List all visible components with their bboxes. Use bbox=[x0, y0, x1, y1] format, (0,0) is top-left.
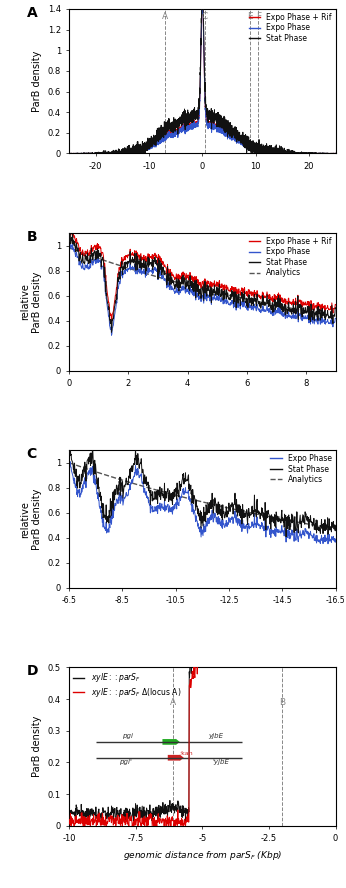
Text: A: A bbox=[170, 698, 176, 707]
Text: A: A bbox=[162, 12, 168, 21]
Text: B: B bbox=[279, 698, 285, 707]
Text: :kan: :kan bbox=[180, 751, 193, 757]
Text: 'yjbE: 'yjbE bbox=[213, 759, 229, 765]
Text: B: B bbox=[27, 230, 37, 244]
Text: pgi': pgi' bbox=[119, 759, 131, 765]
Legend: Expo Phase + Rif, Expo Phase, Stat Phase: Expo Phase + Rif, Expo Phase, Stat Phase bbox=[249, 12, 332, 43]
FancyArrow shape bbox=[168, 755, 184, 761]
Text: pgi: pgi bbox=[122, 733, 133, 740]
Text: C: C bbox=[202, 12, 208, 21]
FancyArrow shape bbox=[162, 739, 180, 745]
Y-axis label: relative
ParB density: relative ParB density bbox=[20, 271, 42, 332]
Text: A: A bbox=[27, 6, 37, 20]
Y-axis label: ParB density: ParB density bbox=[32, 51, 42, 112]
Text: E: E bbox=[247, 12, 253, 21]
Y-axis label: relative
ParB density: relative ParB density bbox=[20, 488, 42, 550]
Y-axis label: ParB density: ParB density bbox=[32, 716, 42, 777]
X-axis label: genomic distance from $parS_F$ (Kbp): genomic distance from $parS_F$ (Kbp) bbox=[123, 849, 282, 861]
Legend: Expo Phase, Stat Phase, Analytics: Expo Phase, Stat Phase, Analytics bbox=[270, 454, 332, 484]
Text: C: C bbox=[27, 448, 37, 462]
Legend: Expo Phase + Rif, Expo Phase, Stat Phase, Analytics: Expo Phase + Rif, Expo Phase, Stat Phase… bbox=[249, 237, 332, 277]
Legend: $xylE{::}parS_F$, $xylE{::}parS_F$ Δ(locus A): $xylE{::}parS_F$, $xylE{::}parS_F$ Δ(loc… bbox=[73, 671, 181, 699]
Text: D: D bbox=[27, 664, 38, 678]
Text: F: F bbox=[256, 12, 261, 21]
Text: yjbE: yjbE bbox=[208, 733, 223, 740]
